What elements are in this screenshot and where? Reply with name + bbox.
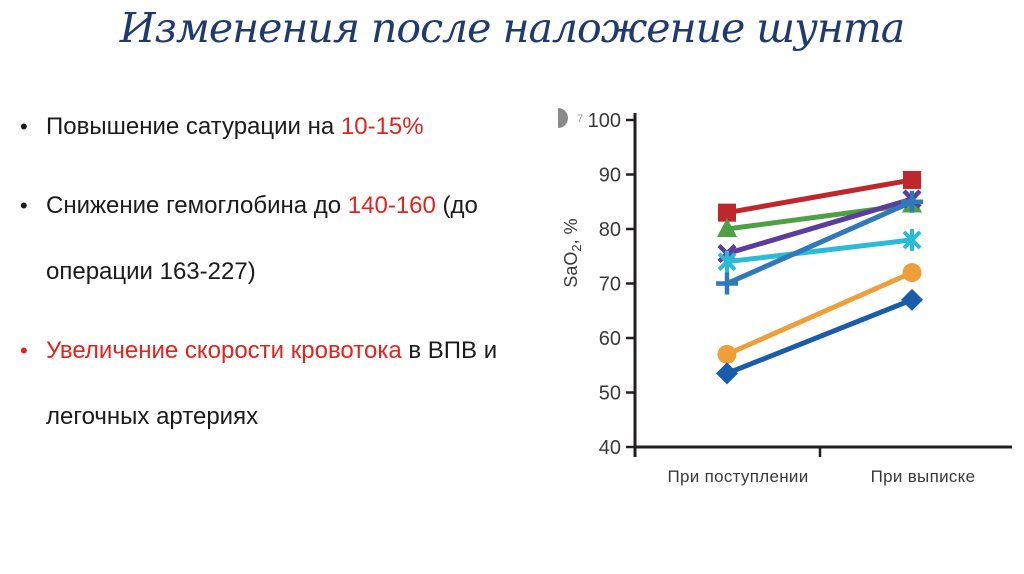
y-tick-label: 80 bbox=[599, 219, 621, 241]
series-line-7 bbox=[726, 297, 913, 376]
bullet-text-highlight: 140-160 bbox=[347, 192, 436, 219]
sao2-line-chart: 7 100 90 80 70 60 50 40 SaO2, % При поступлении Пр… bbox=[556, 93, 1016, 517]
bullet-item-2: • Снижение гемоглобина до 140-160 (до опе… bbox=[12, 173, 551, 305]
corner-badge-label: 7 bbox=[577, 113, 583, 125]
bullet-text: Повышение сатурации на bbox=[46, 113, 341, 140]
bullet-text-highlight: 10-15% bbox=[340, 113, 424, 140]
marker-asterisk bbox=[902, 230, 922, 250]
bullet-item-1: • Повышение сатурации на 10-15% bbox=[12, 94, 551, 160]
series-line-3 bbox=[726, 196, 913, 256]
marker-square bbox=[718, 203, 736, 222]
bullet-text: в ВПВ и легочных артериях bbox=[46, 337, 498, 430]
series-line-1 bbox=[726, 177, 913, 216]
bullet-marker: • bbox=[20, 338, 28, 363]
slide-title: Изменения после наложение шунта bbox=[119, 4, 905, 52]
series-line-6 bbox=[725, 270, 914, 357]
bullet-text: (до операции 163-227) bbox=[46, 192, 478, 285]
marker-square bbox=[903, 170, 921, 189]
marker-triangle bbox=[717, 218, 737, 237]
series-line-5 bbox=[725, 199, 914, 286]
bullet-text: Снижение гемоглобина до bbox=[46, 192, 348, 219]
x-category-label: При выписке bbox=[871, 467, 976, 486]
bullet-marker: • bbox=[20, 114, 28, 139]
y-tick-label: 60 bbox=[599, 328, 621, 350]
y-tick-label: 70 bbox=[599, 274, 621, 296]
marker-circle bbox=[902, 263, 922, 283]
bullet-item-3: • Увеличение скорости кровотока в ВПВ и л… bbox=[12, 318, 551, 450]
marker-diamond bbox=[716, 362, 738, 385]
marker-diamond bbox=[901, 288, 923, 311]
y-tick-label: 90 bbox=[599, 165, 621, 187]
x-category-label: При поступлении bbox=[668, 467, 809, 486]
y-axis-title: SaO2, % bbox=[561, 218, 584, 287]
series-line-4 bbox=[726, 237, 913, 265]
y-tick-label: 50 bbox=[599, 383, 621, 405]
bullet-text-highlight: Увеличение скорости кровотока bbox=[46, 337, 402, 364]
bullet-marker: • bbox=[20, 193, 28, 218]
y-tick-label: 100 bbox=[588, 110, 621, 132]
bullet-list: • Повышение сатурации на 10-15% • Снижение … bbox=[12, 94, 557, 463]
marker-circle bbox=[717, 344, 737, 364]
marker-asterisk bbox=[717, 252, 737, 272]
corner-badge-icon bbox=[558, 108, 568, 128]
chart-svg: 7 100 90 80 70 60 50 40 SaO2, % При поступлении Пр… bbox=[558, 108, 1012, 486]
y-tick-label: 40 bbox=[599, 437, 621, 459]
